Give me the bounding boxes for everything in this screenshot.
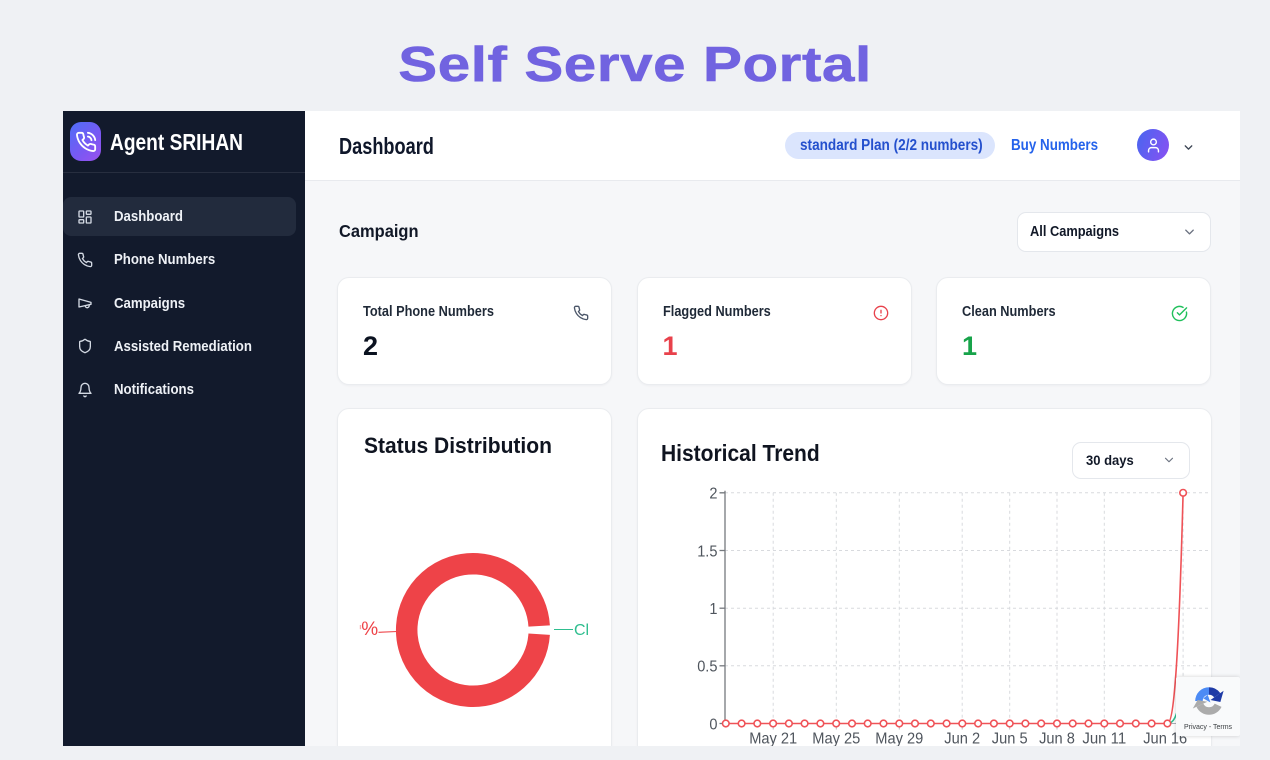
svg-text:%: % [361, 619, 378, 640]
svg-text:Jun 16: Jun 16 [1143, 730, 1187, 746]
svg-text:2: 2 [709, 486, 717, 503]
svg-text:1.5: 1.5 [697, 543, 717, 560]
svg-text:May 21: May 21 [749, 730, 797, 746]
svg-text:Jun 11: Jun 11 [1082, 730, 1126, 746]
svg-text:1: 1 [709, 601, 717, 618]
svg-text:Jun 5: Jun 5 [991, 730, 1027, 746]
svg-text:Jun 8: Jun 8 [1039, 730, 1075, 746]
svg-text:0.5: 0.5 [697, 659, 717, 676]
svg-text:0: 0 [709, 716, 717, 733]
svg-text:Jun 2: Jun 2 [944, 730, 980, 746]
svg-text:May 25: May 25 [812, 730, 860, 746]
svg-text:May 29: May 29 [875, 730, 923, 746]
svg-text:Cl: Cl [574, 622, 589, 639]
